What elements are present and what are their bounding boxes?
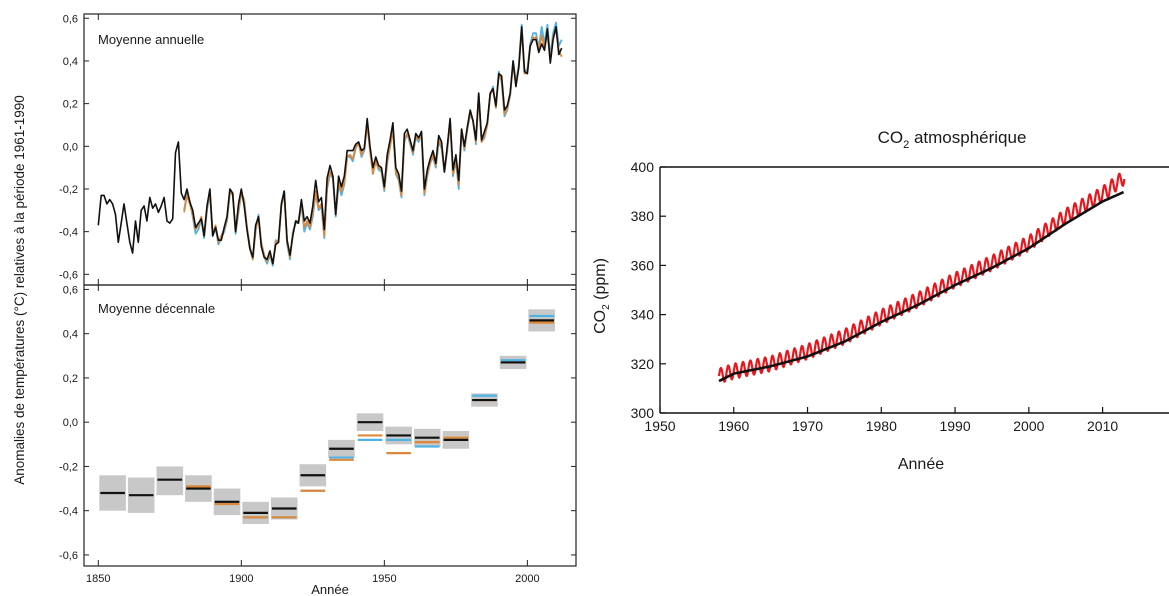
- co2-y-tick-label: 320: [631, 356, 655, 372]
- x-tick-label: 1850: [86, 573, 110, 585]
- decadal-y-ticks: 0,6 0,4 0,2 0,0 -0,2 -0,4 -0,6: [59, 284, 576, 562]
- annual-series-lines: [97, 21, 563, 267]
- left-x-axis: 1850 1900 1950 2000: [86, 14, 540, 585]
- annual-series-orange: [183, 27, 563, 265]
- annual-panel-title: Moyenne annuelle: [98, 32, 204, 47]
- y-tick-label: -0,4: [59, 227, 78, 239]
- co2-series-black: [718, 190, 1125, 383]
- co2-ylabel-subscript: 2: [601, 304, 612, 310]
- x-tick-label: 1900: [229, 573, 253, 585]
- co2-title-subscript: 2: [903, 139, 909, 151]
- co2-x-tick-label: 1960: [718, 418, 749, 434]
- decadal-series-bars: [99, 309, 555, 524]
- annual-y-ticks: 0,6 0,4 0,2 0,0 -0,2 -0,4 -0,6: [59, 13, 576, 281]
- co2-title: CO2 atmosphérique: [878, 128, 1027, 151]
- annual-mean-panel: 0,6 0,4 0,2 0,0 -0,2 -0,4 -0,6 Moyenne annuell…: [59, 13, 577, 286]
- left-y-axis-label: Anomalies de températures (°C) relatives…: [12, 95, 27, 485]
- annual-plot-frame: [83, 13, 577, 286]
- co2-series-lines: [717, 172, 1126, 383]
- co2-y-tick-label: 400: [631, 159, 655, 175]
- co2-x-tick-label: 2000: [1013, 418, 1044, 434]
- co2-title-suffix: atmosphérique: [909, 128, 1026, 147]
- temperature-anomaly-figure: 0,6 0,4 0,2 0,0 -0,2 -0,4 -0,6 Moyenne annuell…: [12, 13, 577, 596]
- co2-x-tick-label: 1950: [644, 418, 675, 434]
- co2-x-tick-label: 1990: [939, 418, 970, 434]
- co2-axes: 300 320 340 360 380 400 1950 1960 1970 1980 1990 20…: [631, 159, 1169, 434]
- y-tick-label: 0,4: [63, 56, 78, 68]
- co2-y-tick-label: 340: [631, 307, 655, 323]
- y-tick-label: 0,2: [63, 373, 78, 385]
- co2-x-axis-label: Année: [898, 456, 944, 473]
- y-tick-label: 0,6: [63, 13, 78, 25]
- y-tick-label: 0,0: [63, 417, 78, 429]
- y-tick-label: -0,2: [59, 184, 78, 196]
- co2-ylabel-prefix: CO: [592, 310, 609, 334]
- co2-x-tick-label: 1980: [866, 418, 897, 434]
- co2-y-tick-label: 380: [631, 208, 655, 224]
- co2-title-prefix: CO: [878, 128, 904, 147]
- y-tick-label: 0,2: [63, 99, 78, 111]
- decadal-panel-title: Moyenne décennale: [98, 301, 215, 316]
- decadal-plot-frame: [83, 284, 577, 567]
- left-x-axis-label: Année: [311, 582, 349, 596]
- y-tick-label: 0,4: [63, 329, 78, 341]
- y-tick-label: -0,6: [59, 269, 78, 281]
- annual-series-black: [97, 25, 563, 265]
- y-tick-label: -0,6: [59, 550, 78, 562]
- y-tick-label: 0,6: [63, 284, 78, 296]
- co2-y-tick-label: 360: [631, 257, 655, 273]
- decadal-uncertainty-band: [156, 466, 184, 496]
- x-tick-label: 2000: [515, 573, 539, 585]
- co2-y-tick-label: 300: [631, 405, 655, 421]
- co2-y-axis-label: CO2 (ppm): [592, 258, 612, 334]
- co2-figure: CO2 atmosphérique 3003203403603804001950…: [592, 128, 1169, 473]
- annual-series-blue: [183, 21, 563, 267]
- co2-series-red: [717, 172, 1126, 383]
- y-tick-label: 0,0: [63, 141, 78, 153]
- co2-ylabel-suffix: (ppm): [592, 258, 609, 304]
- co2-x-tick-label: 1970: [792, 418, 823, 434]
- x-tick-label: 1950: [372, 573, 396, 585]
- y-tick-label: -0,4: [59, 506, 78, 518]
- y-tick-label: -0,2: [59, 461, 78, 473]
- decadal-mean-panel: 0,6 0,4 0,2 0,0 -0,2 -0,4 -0,6 Moyenne décenna…: [59, 284, 577, 567]
- co2-x-tick-label: 2010: [1087, 418, 1118, 434]
